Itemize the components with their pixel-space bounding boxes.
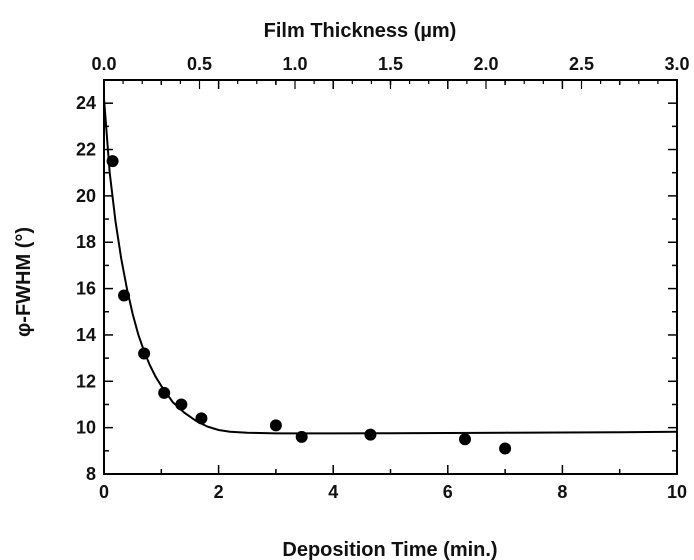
top-tick-label: 0.0: [91, 54, 116, 74]
x-tick-label: 10: [667, 482, 687, 502]
y-tick-label: 12: [76, 371, 96, 391]
y-tick-label: 18: [76, 232, 96, 252]
data-point: [195, 412, 208, 425]
top-axis-title: Film Thickness (µm): [264, 20, 457, 42]
data-point: [364, 428, 377, 441]
data-point: [106, 155, 119, 168]
y-tick-label: 8: [86, 464, 96, 484]
data-point: [175, 398, 188, 411]
x-tick-label: 4: [328, 482, 338, 502]
x-tick-label: 2: [214, 482, 224, 502]
y-tick-label: 10: [76, 418, 96, 438]
top-tick-label: 2.0: [473, 54, 498, 74]
plot-area: 0 2 4 6 8 100.0 0.5 1.0 1.5 2.0 2.5 3.0810121416182…: [76, 54, 690, 502]
y-tick-label: 16: [76, 279, 96, 299]
top-tick-label: 3.0: [664, 54, 689, 74]
data-point: [499, 442, 512, 455]
x-tick-label: 0: [99, 482, 109, 502]
data-point: [138, 347, 151, 360]
top-tick-label: 0.5: [187, 54, 212, 74]
y-tick-label: 22: [76, 140, 96, 160]
data-point: [458, 433, 471, 446]
x-axis-title: Deposition Time (min.): [282, 539, 497, 560]
fit-curve: [103, 98, 678, 435]
data-point: [118, 289, 131, 302]
y-tick-label: 20: [76, 186, 96, 206]
data-point: [269, 419, 282, 432]
top-tick-label: 2.5: [569, 54, 594, 74]
top-tick-label: 1.0: [282, 54, 307, 74]
y-axis-title: φ-FWHM (°): [13, 227, 35, 337]
data-point: [158, 386, 171, 399]
plot-frame: [103, 79, 678, 475]
top-tick-label: 1.5: [378, 54, 403, 74]
data-point: [295, 430, 308, 443]
y-tick-label: 14: [76, 325, 96, 345]
x-tick-label: 8: [557, 482, 567, 502]
x-tick-label: 6: [443, 482, 453, 502]
y-tick-label: 24: [76, 93, 96, 113]
